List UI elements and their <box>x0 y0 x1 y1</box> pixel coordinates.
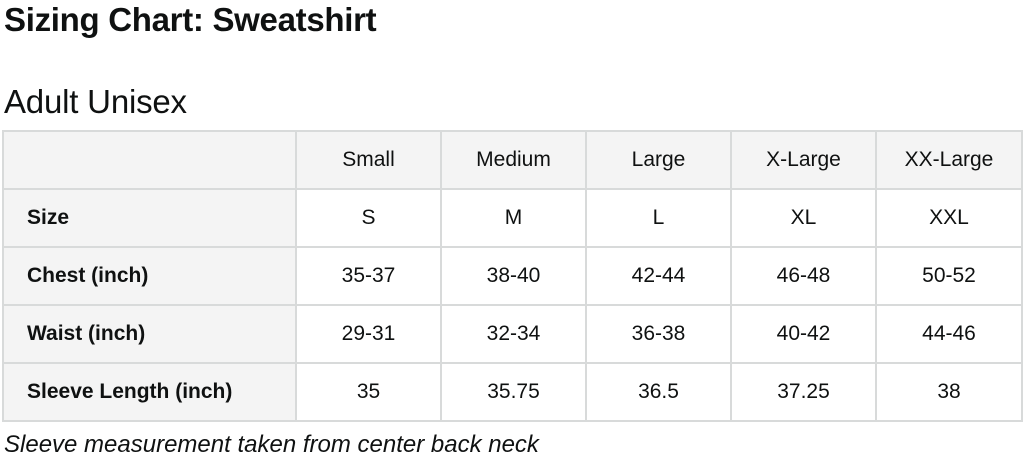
size-value-cell: M <box>440 188 587 248</box>
page-subtitle: Adult Unisex <box>4 83 187 120</box>
column-header-small: Small <box>295 130 442 190</box>
waist-value-cell: 40-42 <box>730 304 877 364</box>
sleeve-value-cell: 35.75 <box>440 362 587 422</box>
row-label-waist: Waist (inch) <box>2 304 297 364</box>
table-row-sleeve-length: Sleeve Length (inch) 35 35.75 36.5 37.25… <box>2 362 1023 422</box>
size-value-cell: XL <box>730 188 877 248</box>
size-value-cell: L <box>585 188 732 248</box>
sleeve-value-cell: 35 <box>295 362 442 422</box>
table-row-waist: Waist (inch) 29-31 32-34 36-38 40-42 44-… <box>2 304 1023 364</box>
column-header-xx-large: XX-Large <box>875 130 1023 190</box>
table-row-size: Size S M L XL XXL <box>2 188 1023 248</box>
header-row: Small Medium Large X-Large XX-Large <box>2 130 1023 190</box>
corner-cell <box>2 130 297 190</box>
chest-value-cell: 50-52 <box>875 246 1023 306</box>
sleeve-value-cell: 37.25 <box>730 362 877 422</box>
chest-value-cell: 42-44 <box>585 246 732 306</box>
waist-value-cell: 32-34 <box>440 304 587 364</box>
waist-value-cell: 44-46 <box>875 304 1023 364</box>
row-label-chest: Chest (inch) <box>2 246 297 306</box>
sleeve-value-cell: 36.5 <box>585 362 732 422</box>
sleeve-value-cell: 38 <box>875 362 1023 422</box>
sleeve-measurement-footnote: Sleeve measurement taken from center bac… <box>4 431 539 458</box>
chest-value-cell: 35-37 <box>295 246 442 306</box>
table-row-chest: Chest (inch) 35-37 38-40 42-44 46-48 50-… <box>2 246 1023 306</box>
column-header-large: Large <box>585 130 732 190</box>
row-label-sleeve-length: Sleeve Length (inch) <box>2 362 297 422</box>
waist-value-cell: 36-38 <box>585 304 732 364</box>
column-header-medium: Medium <box>440 130 587 190</box>
size-value-cell: S <box>295 188 442 248</box>
size-value-cell: XXL <box>875 188 1023 248</box>
column-header-x-large: X-Large <box>730 130 877 190</box>
row-label-size: Size <box>2 188 297 248</box>
size-chart-table: Small Medium Large X-Large XX-Large Size… <box>2 130 1023 422</box>
waist-value-cell: 29-31 <box>295 304 442 364</box>
chest-value-cell: 46-48 <box>730 246 877 306</box>
chest-value-cell: 38-40 <box>440 246 587 306</box>
page-title: Sizing Chart: Sweatshirt <box>4 1 377 38</box>
